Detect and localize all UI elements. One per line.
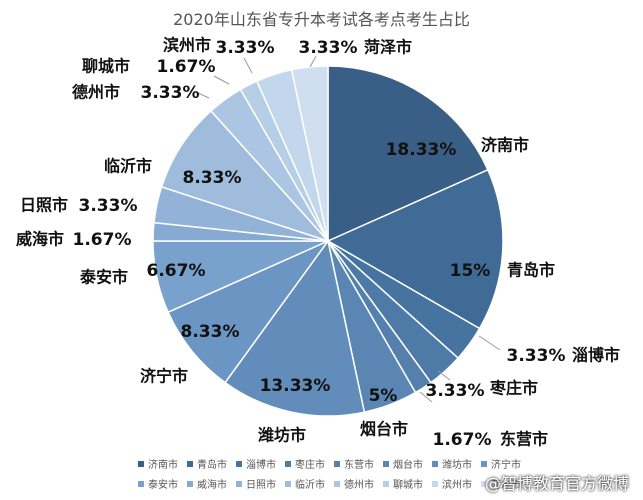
legend-swatch: [383, 460, 389, 467]
legend-item: 日照市: [236, 476, 285, 491]
legend-swatch: [481, 460, 487, 467]
legend-swatch: [236, 460, 242, 467]
slice-name-label: 烟台市: [360, 420, 408, 439]
legend-swatch: [138, 480, 144, 487]
legend-label: 威海市: [197, 480, 227, 491]
slice-name-label: 青岛市: [507, 261, 555, 280]
slice-name-label: 滨州市: [163, 36, 211, 55]
leader-line: [419, 391, 433, 403]
leader-line: [213, 75, 230, 85]
legend-swatch: [432, 480, 438, 487]
slice-name-label: 枣庄市: [489, 379, 538, 398]
legend-item: 威海市: [187, 476, 236, 491]
leader-line: [309, 55, 317, 68]
slice-value-label: 6.67%: [147, 261, 206, 281]
pie-slice: [167, 239, 331, 384]
slice-name-label: 泰安市: [79, 268, 128, 287]
legend-item: 泰安市: [138, 476, 187, 491]
slice-value-label: 1.67%: [157, 57, 216, 77]
slice-name-label: 德州市: [72, 83, 120, 102]
legend-item: 枣庄市: [285, 456, 334, 471]
pie-slice: [224, 239, 366, 417]
legend-label: 潍坊市: [442, 460, 472, 471]
leader-line: [243, 57, 253, 74]
legend-swatch: [285, 480, 291, 487]
slice-value-label: 13.33%: [260, 376, 331, 396]
slice-name-label: 东营市: [500, 430, 548, 449]
slice-value-label: 1.67%: [433, 430, 492, 450]
slice-name-label: 济南市: [481, 136, 529, 155]
slice-name-label: 威海市: [16, 230, 64, 249]
slice-name-label: 日照市: [20, 196, 68, 215]
legend-swatch: [187, 460, 193, 467]
slice-value-label: 1.67%: [73, 230, 132, 250]
leader-line: [437, 370, 451, 381]
slice-name-label: 潍坊市: [258, 426, 306, 445]
slice-value-label: 3.33%: [299, 38, 358, 58]
pie-slice: [327, 65, 489, 243]
legend-item: 德州市: [334, 476, 383, 491]
legend-label: 烟台市: [393, 460, 423, 471]
legend-swatch: [138, 460, 144, 467]
leader-line: [478, 335, 501, 351]
pie-slice: [160, 109, 331, 243]
legend-label: 菏泽市: [491, 480, 521, 491]
slice-value-label: 8.33%: [181, 322, 240, 342]
legend-item: 滨州市: [432, 476, 481, 491]
leader-line: [197, 92, 210, 99]
slice-value-label: 3.33%: [507, 346, 566, 366]
legend-swatch: [432, 460, 438, 467]
legend-label: 滨州市: [442, 480, 472, 491]
pie-slice: [290, 65, 329, 242]
slice-name-label: 淄博市: [572, 346, 620, 365]
slice-name-label: 济宁市: [140, 367, 188, 386]
slice-value-label: 3.33%: [141, 83, 200, 103]
legend-item: 济南市: [138, 456, 187, 471]
legend-label: 青岛市: [197, 460, 227, 471]
legend-swatch: [481, 480, 487, 487]
slice-name-label: 聊城市: [82, 57, 130, 76]
legend-swatch: [383, 480, 389, 487]
slice-value-label: 18.33%: [386, 140, 457, 160]
legend-swatch: [334, 480, 340, 487]
legend-item: 聊城市: [383, 476, 432, 491]
legend-label: 济宁市: [491, 460, 521, 471]
legend-label: 临沂市: [295, 480, 325, 491]
legend-label: 泰安市: [148, 480, 178, 491]
legend-item: 潍坊市: [432, 456, 481, 471]
legend-swatch: [236, 480, 242, 487]
legend-label: 东营市: [344, 460, 374, 471]
pie-slice: [326, 168, 504, 330]
slice-value-label: 3.33%: [79, 196, 138, 216]
legend-swatch: [285, 460, 291, 467]
slice-value-label: 3.33%: [426, 381, 485, 401]
slice-value-label: 5%: [369, 386, 398, 406]
legend-item: 烟台市: [383, 456, 432, 471]
legend-label: 德州市: [344, 480, 374, 491]
legend-item: 临沂市: [285, 476, 334, 491]
legend-label: 济南市: [148, 460, 178, 471]
legend-label: 枣庄市: [295, 460, 325, 471]
legend-label: 日照市: [246, 480, 276, 491]
slice-name-label: 临沂市: [104, 157, 152, 176]
slice-value-label: 8.33%: [183, 168, 242, 188]
chart-title: 2020年山东省专升本考试各考点考生占比: [173, 10, 470, 29]
legend-swatch: [187, 480, 193, 487]
watermark: @智博教育官方微博: [484, 474, 629, 493]
legend-item: 青岛市: [187, 456, 236, 471]
slice-value-label: 3.33%: [216, 38, 275, 58]
legend-swatch: [334, 460, 340, 467]
legend-item: 淄博市: [236, 456, 285, 471]
slice-value-label: 15%: [450, 261, 491, 281]
slice-name-label: 菏泽市: [364, 38, 412, 57]
legend-item: 菏泽市: [481, 476, 530, 491]
legend-label: 淄博市: [246, 460, 276, 471]
legend-label: 聊城市: [393, 480, 423, 491]
legend-item: 东营市: [334, 456, 383, 471]
chart-legend: 济南市 青岛市 淄博市 枣庄市 东营市 烟台市 潍坊市 济宁市泰安市 威海市 日照市 临沂市 德州市 聊…: [138, 456, 538, 491]
legend-item: 济宁市: [481, 456, 530, 471]
